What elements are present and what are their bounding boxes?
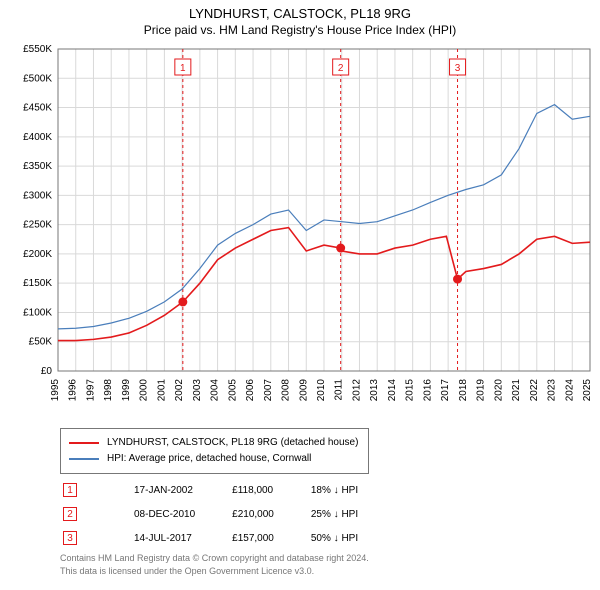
svg-text:£50K: £50K bbox=[29, 337, 53, 348]
sale-price: £157,000 bbox=[231, 528, 308, 550]
chart-subtitle: Price paid vs. HM Land Registry's House … bbox=[0, 23, 600, 41]
svg-text:2003: 2003 bbox=[192, 378, 203, 401]
footnote-line1: Contains HM Land Registry data © Crown c… bbox=[60, 552, 369, 565]
chart-container: LYNDHURST, CALSTOCK, PL18 9RG Price paid… bbox=[0, 0, 600, 590]
svg-text:2007: 2007 bbox=[263, 378, 274, 401]
sale-delta: 50% ↓ HPI bbox=[310, 528, 392, 550]
legend-swatch-hpi bbox=[69, 458, 99, 460]
svg-text:£500K: £500K bbox=[23, 73, 52, 84]
svg-text:1998: 1998 bbox=[103, 378, 114, 401]
svg-text:£400K: £400K bbox=[23, 132, 52, 143]
sale-marker-badge: 3 bbox=[63, 531, 77, 545]
svg-text:2002: 2002 bbox=[174, 378, 185, 401]
svg-text:3: 3 bbox=[455, 63, 461, 74]
svg-text:2020: 2020 bbox=[493, 378, 504, 401]
svg-text:1999: 1999 bbox=[121, 378, 132, 401]
svg-text:2: 2 bbox=[338, 63, 344, 74]
sales-table: 1 17-JAN-2002 £118,000 18% ↓ HPI 2 08-DE… bbox=[60, 478, 394, 552]
svg-text:£450K: £450K bbox=[23, 102, 52, 113]
svg-text:2016: 2016 bbox=[422, 378, 433, 401]
svg-text:2009: 2009 bbox=[298, 378, 309, 401]
sale-delta: 25% ↓ HPI bbox=[310, 504, 392, 526]
svg-text:£100K: £100K bbox=[23, 307, 52, 318]
svg-text:£200K: £200K bbox=[23, 249, 52, 260]
svg-text:2008: 2008 bbox=[281, 378, 292, 401]
sales-row: 1 17-JAN-2002 £118,000 18% ↓ HPI bbox=[62, 480, 392, 502]
svg-text:2001: 2001 bbox=[156, 378, 167, 401]
svg-text:£300K: £300K bbox=[23, 190, 52, 201]
svg-text:£350K: £350K bbox=[23, 161, 52, 172]
svg-text:2025: 2025 bbox=[582, 378, 593, 401]
svg-text:2019: 2019 bbox=[476, 378, 487, 401]
svg-text:2018: 2018 bbox=[458, 378, 469, 401]
footnote-line2: This data is licensed under the Open Gov… bbox=[60, 565, 369, 578]
svg-text:£150K: £150K bbox=[23, 278, 52, 289]
sale-date: 08-DEC-2010 bbox=[133, 504, 229, 526]
svg-text:1: 1 bbox=[180, 63, 186, 74]
footnote: Contains HM Land Registry data © Crown c… bbox=[60, 552, 369, 577]
svg-text:2013: 2013 bbox=[369, 378, 380, 401]
svg-text:1997: 1997 bbox=[85, 378, 96, 401]
svg-text:2012: 2012 bbox=[351, 378, 362, 401]
legend-item-hpi: HPI: Average price, detached house, Corn… bbox=[69, 451, 358, 467]
legend-swatch-property bbox=[69, 442, 99, 444]
legend-label-property: LYNDHURST, CALSTOCK, PL18 9RG (detached … bbox=[107, 435, 358, 451]
svg-text:2017: 2017 bbox=[440, 378, 451, 401]
svg-text:£0: £0 bbox=[41, 366, 53, 377]
sales-row: 2 08-DEC-2010 £210,000 25% ↓ HPI bbox=[62, 504, 392, 526]
svg-text:£550K: £550K bbox=[23, 44, 52, 55]
sale-date: 17-JAN-2002 bbox=[133, 480, 229, 502]
legend: LYNDHURST, CALSTOCK, PL18 9RG (detached … bbox=[60, 428, 369, 474]
sale-delta: 18% ↓ HPI bbox=[310, 480, 392, 502]
svg-text:£250K: £250K bbox=[23, 220, 52, 231]
svg-text:1996: 1996 bbox=[68, 378, 79, 401]
svg-text:2000: 2000 bbox=[139, 378, 150, 401]
sale-marker-badge: 2 bbox=[63, 507, 77, 521]
svg-text:2014: 2014 bbox=[387, 378, 398, 401]
svg-text:2021: 2021 bbox=[511, 378, 522, 401]
sale-price: £210,000 bbox=[231, 504, 308, 526]
svg-text:2024: 2024 bbox=[564, 378, 575, 401]
svg-text:2015: 2015 bbox=[405, 378, 416, 401]
legend-item-property: LYNDHURST, CALSTOCK, PL18 9RG (detached … bbox=[69, 435, 358, 451]
svg-text:2022: 2022 bbox=[529, 378, 540, 401]
chart-title: LYNDHURST, CALSTOCK, PL18 9RG bbox=[0, 0, 600, 23]
sales-row: 3 14-JUL-2017 £157,000 50% ↓ HPI bbox=[62, 528, 392, 550]
svg-text:2023: 2023 bbox=[547, 378, 558, 401]
svg-text:2004: 2004 bbox=[210, 378, 221, 401]
svg-text:2005: 2005 bbox=[227, 378, 238, 401]
sale-date: 14-JUL-2017 bbox=[133, 528, 229, 550]
price-chart: £0 £50K £100K £150K £200K £250K £300K £350K £400… bbox=[0, 41, 600, 421]
svg-text:2011: 2011 bbox=[334, 378, 345, 400]
svg-text:2010: 2010 bbox=[316, 378, 327, 401]
svg-text:2006: 2006 bbox=[245, 378, 256, 401]
sale-marker-badge: 1 bbox=[63, 483, 77, 497]
sale-price: £118,000 bbox=[231, 480, 308, 502]
svg-text:1995: 1995 bbox=[50, 378, 61, 401]
legend-label-hpi: HPI: Average price, detached house, Corn… bbox=[107, 451, 311, 467]
